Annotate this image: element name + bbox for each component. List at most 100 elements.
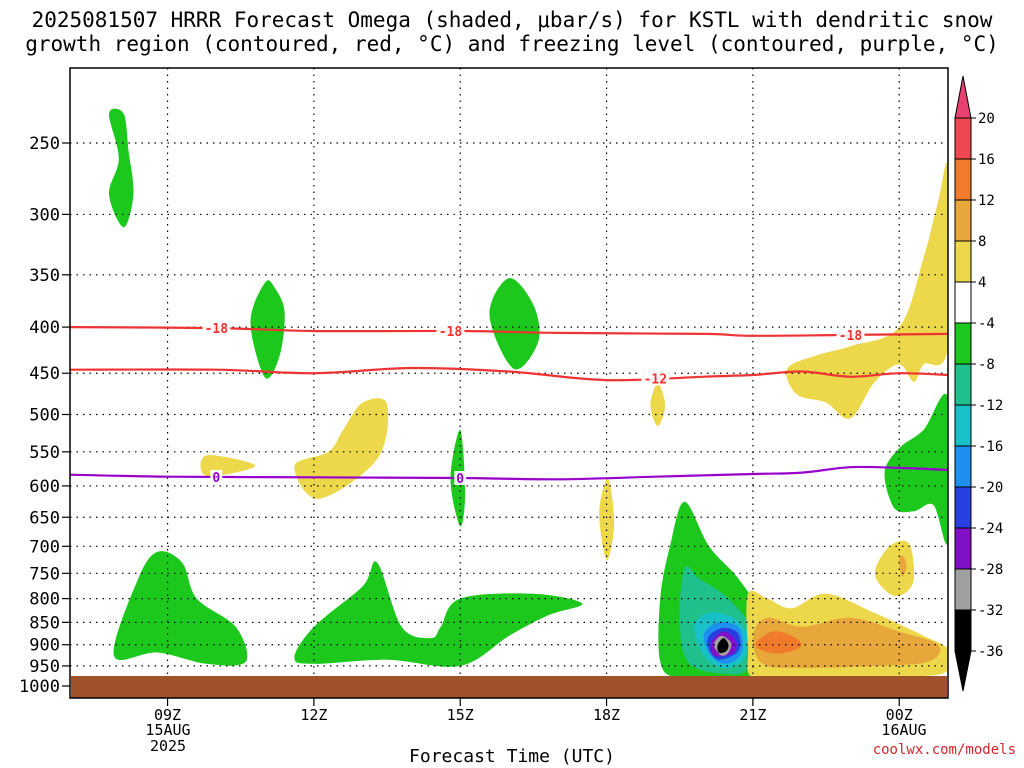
contour-lines: -18 -18 -18 -12 0 0 <box>70 321 948 487</box>
dgz-contour-0-label-2: -18 <box>839 329 863 344</box>
dgz-contour-1-label-0: -12 <box>644 372 667 387</box>
date-end-day: 16AUG <box>881 721 927 739</box>
plot-frame <box>69 67 949 699</box>
y-tick-label-1000: 1000 <box>19 677 60 697</box>
colorbar-label-9: -20 <box>978 480 1003 496</box>
y-tick-label-400: 400 <box>29 318 60 338</box>
y-tick-label-900: 900 <box>29 636 60 656</box>
ground-rect <box>71 676 947 698</box>
colorbar-top-arrow <box>954 75 972 119</box>
date-end-label: 16AUG <box>866 722 942 738</box>
colorbar-box-1 <box>954 158 972 201</box>
omega-region-20 <box>786 162 948 419</box>
colorbar-label-12: -32 <box>978 603 1003 619</box>
omega-region-13 <box>717 638 729 653</box>
y-tick-label-550: 550 <box>29 443 60 463</box>
omega-region-19 <box>874 540 915 596</box>
x-axis: 09Z 12Z 15Z 18Z 21Z 00Z <box>154 698 913 724</box>
colorbar-box-3 <box>954 240 972 283</box>
colorbar-label-1: 16 <box>978 152 995 168</box>
y-tick-label-250: 250 <box>29 134 60 154</box>
dgz-contour-1-label-bg-0 <box>641 371 670 386</box>
colorbar-box-4 <box>954 281 972 324</box>
colorbar-label-3: 8 <box>978 234 986 250</box>
omega-region-16 <box>650 383 666 427</box>
colorbar-box-7 <box>954 404 972 447</box>
x-tick-label-21Z: 21Z <box>739 706 766 724</box>
dgz-contour-0-label-bg-1 <box>436 323 465 338</box>
y-tick-label-500: 500 <box>29 406 60 426</box>
dgz-contour-0-label-bg-0 <box>202 321 231 336</box>
x-tick-label-12Z: 12Z <box>300 706 327 724</box>
y-tick-label-350: 350 <box>29 266 60 286</box>
dgz-contour-0-line <box>70 326 948 337</box>
omega-region-2 <box>489 277 540 370</box>
omega-region-14 <box>200 455 256 477</box>
omega-region-22 <box>755 631 802 654</box>
credit-link[interactable]: coolwx.com/models <box>872 742 1016 758</box>
freezing-level-label-1: 0 <box>456 472 464 487</box>
plot-border <box>69 67 949 699</box>
colorbar-label-2: 12 <box>978 193 995 209</box>
ground-band <box>71 676 947 698</box>
colorbar-box-11 <box>954 568 972 611</box>
colorbar-label-5: -4 <box>978 316 995 332</box>
colorbar-box-5 <box>954 322 972 365</box>
chart-title-line2: growth region (contoured, red, °C) and f… <box>25 32 999 56</box>
dgz-contour-1-line <box>70 366 948 382</box>
y-tick-label-450: 450 <box>29 364 60 384</box>
omega-region-21 <box>752 617 941 669</box>
omega-region-23 <box>899 555 907 577</box>
omega-region-15 <box>294 398 389 499</box>
x-tick-label-15Z: 15Z <box>447 706 474 724</box>
dgz-contour-0-label-bg-2 <box>836 327 865 342</box>
colorbar-box-6 <box>954 363 972 406</box>
dgz-contour-0-label-0: -18 <box>205 322 229 337</box>
x-tick-label-18Z: 18Z <box>593 706 620 724</box>
colorbar-label-11: -28 <box>978 562 1003 578</box>
colorbar-bottom-arrow <box>954 650 972 692</box>
omega-shading <box>108 108 948 681</box>
x-tick-label-09Z: 09Z <box>154 706 181 724</box>
y-tick-label-800: 800 <box>29 590 60 610</box>
colorbar-box-12 <box>954 609 972 652</box>
chart-title-line1: 2025081507 HRRR Forecast Omega (shaded, … <box>31 8 993 32</box>
date-start-label: 15AUG 2025 <box>130 722 206 754</box>
y-tick-label-950: 950 <box>29 657 60 677</box>
freezing-level-label-bg-0 <box>210 469 223 484</box>
freezing-level-line <box>70 465 948 481</box>
freezing-level-label-bg-1 <box>454 471 467 486</box>
colorbar-label-6: -8 <box>978 357 995 373</box>
y-tick-label-300: 300 <box>29 205 60 225</box>
y-tick-label-750: 750 <box>29 564 60 584</box>
colorbar-label-13: -36 <box>978 644 1003 660</box>
omega-region-0 <box>108 108 134 228</box>
colorbar-box-10 <box>954 527 972 570</box>
y-tick-label-700: 700 <box>29 537 60 557</box>
colorbar-box-9 <box>954 486 972 529</box>
omega-region-5 <box>294 561 583 667</box>
colorbar: 20 16 12 8 4 -4 -8 -12 -16 -20 -24 -28 -32 -36 <box>954 75 1003 692</box>
colorbar-label-7: -12 <box>978 398 1003 414</box>
omega-region-4 <box>113 551 248 666</box>
dgz-contour-0-label-1: -18 <box>439 325 463 340</box>
colorbar-label-4: 4 <box>978 275 986 291</box>
colorbar-box-0 <box>954 117 972 160</box>
omega-region-17 <box>599 478 615 561</box>
date-start-year: 2025 <box>149 737 187 755</box>
y-tick-label-600: 600 <box>29 477 60 497</box>
colorbar-box-8 <box>954 445 972 488</box>
freezing-level-label-0: 0 <box>212 471 220 486</box>
y-tick-label-850: 850 <box>29 613 60 633</box>
colorbar-box-2 <box>954 199 972 242</box>
colorbar-label-10: -24 <box>978 521 1003 537</box>
chart-title: 2025081507 HRRR Forecast Omega (shaded, … <box>0 8 1024 56</box>
y-axis: 250 300 350 400 450 500 550 600 650 700 750 800 850 9… <box>19 134 70 697</box>
x-axis-label: Forecast Time (UTC) <box>409 746 615 767</box>
colorbar-label-0: 20 <box>978 111 995 127</box>
x-tick-label-00Z: 00Z <box>886 706 913 724</box>
colorbar-label-8: -16 <box>978 439 1003 455</box>
date-start-day: 15AUG <box>145 721 191 739</box>
y-tick-label-650: 650 <box>29 508 60 528</box>
